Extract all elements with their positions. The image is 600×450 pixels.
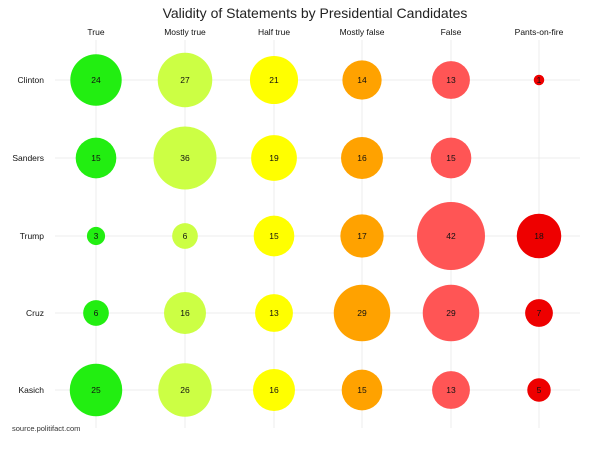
value-label-sanders-false: 15 bbox=[446, 153, 456, 163]
value-label-clinton-true: 24 bbox=[91, 75, 101, 85]
row-label-trump: Trump bbox=[20, 231, 45, 241]
bubble-trump-half-true bbox=[253, 215, 295, 257]
bubble-sanders-false bbox=[430, 137, 472, 179]
bubble-clinton-true bbox=[70, 54, 122, 106]
column-labels: True Mostly true Half true Mostly false Fals… bbox=[87, 27, 563, 37]
column-label-false: False bbox=[441, 27, 462, 37]
column-label-half-true: Half true bbox=[258, 27, 290, 37]
row-label-sanders: Sanders bbox=[12, 153, 44, 163]
bubble-clinton-pants-on-fire bbox=[533, 74, 545, 86]
bubble-cruz-true bbox=[83, 300, 109, 326]
value-label-cruz-true: 6 bbox=[94, 308, 99, 318]
value-label-trump-true: 3 bbox=[94, 231, 99, 241]
column-label-mostly-true: Mostly true bbox=[164, 27, 206, 37]
value-label-kasich-half-true: 16 bbox=[269, 385, 279, 395]
value-label-trump-false: 42 bbox=[446, 231, 456, 241]
bubble-kasich-mostly-true bbox=[158, 363, 212, 417]
source-note: source.politifact.com bbox=[12, 424, 80, 433]
value-label-clinton-mostly-false: 14 bbox=[357, 75, 367, 85]
row-labels: Clinton Sanders Trump Cruz Kasich bbox=[12, 75, 44, 395]
grid-lines bbox=[55, 40, 580, 428]
row-label-clinton: Clinton bbox=[18, 75, 45, 85]
bubble-clinton-mostly-false bbox=[342, 60, 382, 100]
bubble-cruz-false bbox=[422, 284, 480, 342]
value-label-clinton-pants-on-fire: 1 bbox=[537, 75, 542, 85]
bubble-clinton-half-true bbox=[249, 55, 299, 105]
bubble-trump-false bbox=[417, 202, 485, 270]
bubble-sanders-half-true bbox=[251, 135, 297, 181]
value-label-clinton-half-true: 21 bbox=[269, 75, 279, 85]
bubble-kasich-half-true bbox=[253, 369, 295, 411]
value-label-clinton-mostly-true: 27 bbox=[180, 75, 190, 85]
value-label-cruz-mostly-true: 16 bbox=[180, 308, 190, 318]
value-label-cruz-pants-on-fire: 7 bbox=[537, 308, 542, 318]
bubble-kasich-true bbox=[69, 363, 123, 417]
value-label-kasich-true: 25 bbox=[91, 385, 101, 395]
bubble-cruz-half-true bbox=[255, 294, 293, 332]
value-label-cruz-false: 29 bbox=[446, 308, 456, 318]
value-label-trump-pants-on-fire: 18 bbox=[534, 231, 544, 241]
value-label-kasich-false: 13 bbox=[446, 385, 456, 395]
bubble-cruz-mostly-true bbox=[164, 292, 206, 334]
value-label-kasich-mostly-false: 15 bbox=[357, 385, 367, 395]
row-label-cruz: Cruz bbox=[26, 308, 44, 318]
value-label-trump-mostly-true: 6 bbox=[183, 231, 188, 241]
value-label-trump-mostly-false: 17 bbox=[357, 231, 367, 241]
chart-title: Validity of Statements by Presidential C… bbox=[163, 5, 468, 21]
value-label-trump-half-true: 15 bbox=[269, 231, 279, 241]
bubble-trump-mostly-true bbox=[172, 223, 198, 249]
bubble-trump-pants-on-fire bbox=[516, 213, 562, 259]
value-label-clinton-false: 13 bbox=[446, 75, 456, 85]
value-label-sanders-half-true: 19 bbox=[269, 153, 279, 163]
bubble-clinton-false bbox=[432, 61, 470, 99]
column-label-pants-on-fire: Pants-on-fire bbox=[515, 27, 564, 37]
value-label-sanders-true: 15 bbox=[91, 153, 101, 163]
bubble-trump-true bbox=[86, 226, 106, 246]
value-label-kasich-pants-on-fire: 5 bbox=[537, 385, 542, 395]
bubble-kasich-mostly-false bbox=[341, 369, 383, 411]
bubble-trump-mostly-false bbox=[340, 214, 384, 258]
column-label-mostly-false: Mostly false bbox=[340, 27, 385, 37]
bubble-cruz-pants-on-fire bbox=[525, 299, 553, 327]
value-label-kasich-mostly-true: 26 bbox=[180, 385, 190, 395]
value-label-cruz-mostly-false: 29 bbox=[357, 308, 367, 318]
column-label-true: True bbox=[87, 27, 104, 37]
bubble-sanders-mostly-false bbox=[341, 137, 383, 179]
bubble-sanders-true bbox=[75, 137, 117, 179]
value-label-sanders-mostly-true: 36 bbox=[180, 153, 190, 163]
value-label-cruz-half-true: 13 bbox=[269, 308, 279, 318]
bubble-kasich-pants-on-fire bbox=[527, 378, 551, 402]
value-label-sanders-mostly-false: 16 bbox=[357, 153, 367, 163]
bubble-sanders-mostly-true bbox=[153, 126, 217, 190]
bubbles: 24 27 21 14 13 115 36 19 16 153 6 15 17 42 186 16 13 29 29… bbox=[69, 52, 562, 417]
bubble-cruz-mostly-false bbox=[333, 284, 391, 342]
bubble-kasich-false bbox=[432, 371, 470, 409]
row-label-kasich: Kasich bbox=[18, 385, 44, 395]
bubble-clinton-mostly-true bbox=[157, 52, 213, 108]
